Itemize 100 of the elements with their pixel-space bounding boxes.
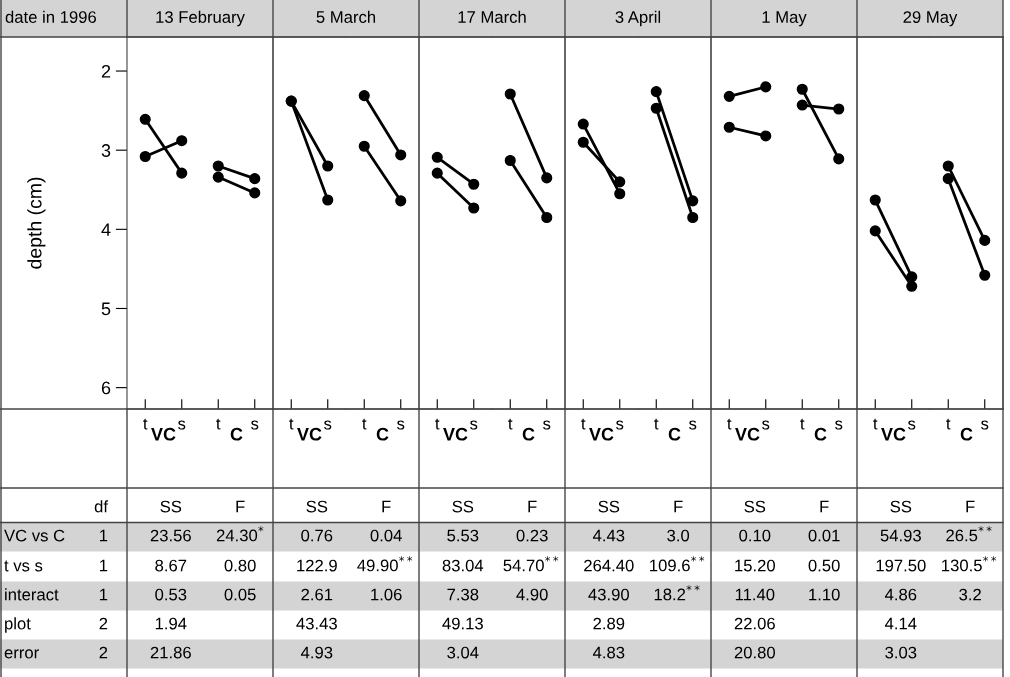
x-tick-label: s xyxy=(616,420,624,430)
text: 49.90$^{**}$ xyxy=(357,556,413,572)
text: SS xyxy=(160,500,182,513)
chart-title: 3 April xyxy=(615,10,661,27)
text: 5.53 xyxy=(447,529,479,542)
x-axis-title: C xyxy=(960,427,973,441)
text: 4.43 xyxy=(592,529,625,542)
text: 0.50 xyxy=(808,559,840,572)
text: 8.67 xyxy=(155,559,187,572)
text: 26.5$^{**}$ xyxy=(946,526,992,542)
text: date in 1996 xyxy=(5,10,97,23)
x-axis-title: C xyxy=(668,427,681,441)
x-tick-label: s xyxy=(762,420,770,430)
text: SS xyxy=(452,500,474,513)
y-tick-label: 2 xyxy=(101,64,111,78)
text: 0.76 xyxy=(301,529,333,542)
text: 4.14 xyxy=(884,617,917,630)
x-tick-label: t xyxy=(654,418,659,430)
text: 3.0 xyxy=(667,529,690,542)
x-tick-label: t xyxy=(800,418,805,430)
text: error xyxy=(4,649,39,659)
text: SS xyxy=(890,500,912,513)
x-tick-label: t xyxy=(435,418,440,430)
text: 54.70$^{**}$ xyxy=(503,556,559,572)
x-tick-label: s xyxy=(543,420,551,430)
text: 1 xyxy=(100,529,108,542)
text: 11.40 xyxy=(735,588,775,601)
text: F xyxy=(382,500,391,513)
text: 54.93 xyxy=(880,529,921,542)
text: 23.56 xyxy=(150,529,191,542)
x-tick-label: s xyxy=(689,420,697,430)
text: 43.43 xyxy=(296,617,337,630)
x-axis-title: C xyxy=(230,427,243,441)
text: 1 xyxy=(100,588,108,601)
text: 0.10 xyxy=(739,529,771,542)
text: F xyxy=(528,500,537,513)
chart-title: 1 May xyxy=(762,11,807,27)
text: 0.04 xyxy=(370,529,402,542)
x-tick-label: t xyxy=(289,418,294,430)
text: 3.03 xyxy=(885,646,917,659)
x-axis-title: VC xyxy=(881,427,906,441)
x-tick-label: s xyxy=(908,420,916,430)
text: 22.06 xyxy=(734,617,775,630)
y-tick-label: 6 xyxy=(101,381,111,395)
text: 197.50 xyxy=(876,559,926,572)
x-tick-label: t xyxy=(727,418,732,430)
text: 7.38 xyxy=(447,588,479,601)
text: 4.93 xyxy=(300,646,333,659)
text: SS xyxy=(744,500,766,513)
text: F xyxy=(236,500,245,513)
text: 1.10 xyxy=(809,588,840,601)
x-tick-label: t xyxy=(873,418,878,430)
x-tick-label: s xyxy=(835,420,843,430)
text: 21.86 xyxy=(150,646,191,659)
text: 20.80 xyxy=(734,646,775,659)
text: 4.86 xyxy=(884,588,917,601)
x-axis-title: C xyxy=(376,427,389,441)
x-tick-label: t xyxy=(581,418,586,430)
chart-title: 5 March xyxy=(316,10,376,23)
text: 4.83 xyxy=(592,646,625,659)
text: 122.9 xyxy=(297,559,337,572)
text: 109.6$^{**}$ xyxy=(650,556,705,572)
text: 130.5$^{**}$ xyxy=(942,556,997,572)
text: 1 xyxy=(100,559,108,572)
x-axis-title: VC xyxy=(443,427,468,441)
x-tick-label: s xyxy=(324,420,332,430)
x-axis-title: VC xyxy=(297,427,322,441)
text: plot xyxy=(5,617,31,633)
text: 24.30$^{*}$ xyxy=(216,526,264,542)
text: 15.20 xyxy=(735,559,775,572)
text: 1.94 xyxy=(155,617,187,630)
x-tick-label: s xyxy=(178,420,186,430)
chart-title: 13 February xyxy=(156,10,245,27)
text: 264.40 xyxy=(584,559,634,572)
text: interact xyxy=(5,588,59,601)
x-tick-label: t xyxy=(508,418,513,430)
x-axis-title: C xyxy=(814,427,827,441)
text: F xyxy=(820,500,829,513)
text: 0.01 xyxy=(808,529,840,542)
x-tick-label: t xyxy=(946,418,951,430)
text: 0.05 xyxy=(224,588,256,601)
y-axis-title: depth (cm) xyxy=(27,177,46,269)
x-tick-label: t xyxy=(362,418,367,430)
text: 83.04 xyxy=(442,559,484,572)
text: F xyxy=(966,500,975,513)
x-tick-label: s xyxy=(397,420,405,430)
text: 3.04 xyxy=(447,646,479,659)
text: SS xyxy=(306,500,328,513)
text: 3.2 xyxy=(959,588,981,601)
text: 2.61 xyxy=(301,588,333,601)
y-tick-label: 5 xyxy=(101,302,111,316)
chart-title: 29 May xyxy=(903,11,958,27)
text: 0.80 xyxy=(224,559,256,572)
text: 1.06 xyxy=(371,588,402,601)
text: 49.13 xyxy=(442,617,483,630)
x-tick-label: s xyxy=(470,420,478,430)
text: t vs s xyxy=(4,560,43,572)
x-tick-label: s xyxy=(251,420,259,430)
y-tick-label: 3 xyxy=(101,144,111,157)
text: df xyxy=(94,500,109,513)
